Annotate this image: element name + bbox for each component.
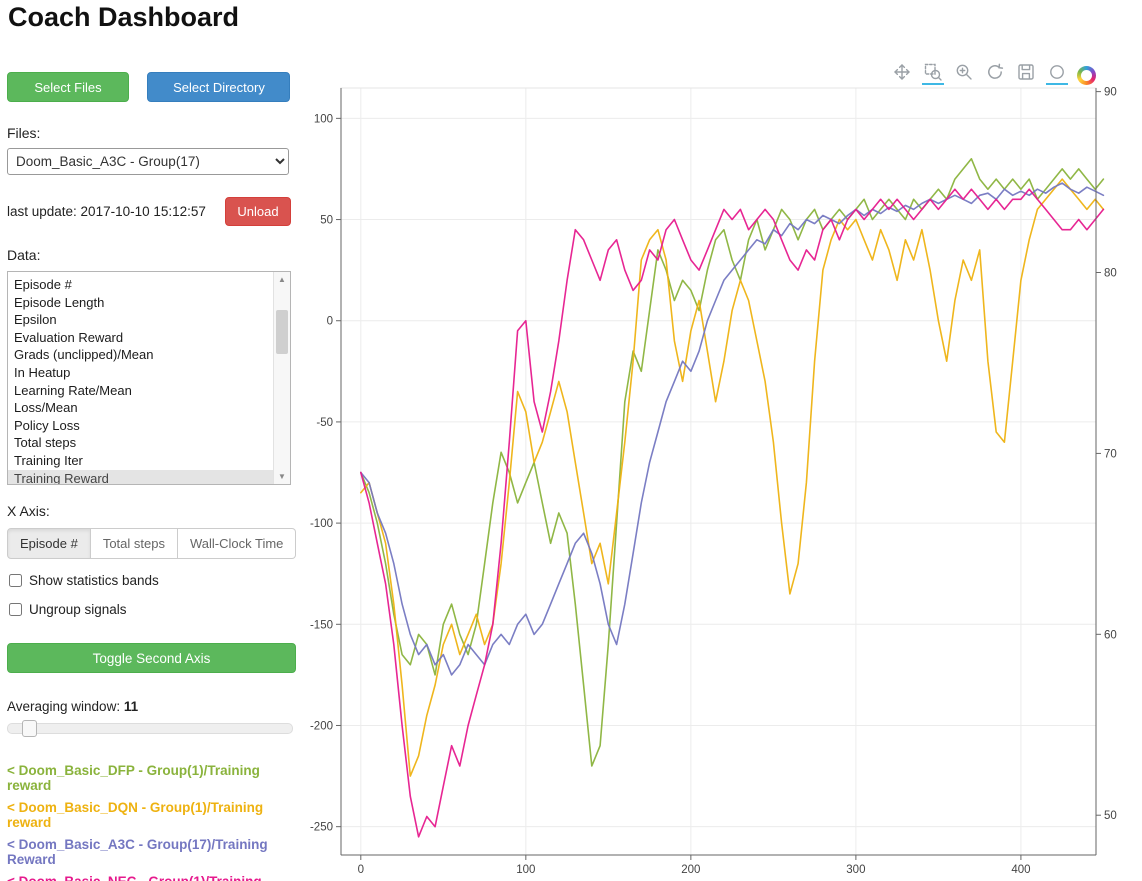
left-axis-tick-label: -100 (310, 518, 333, 530)
series-line-doom-basic-dqn-group-1 (360, 178, 1105, 777)
chart-legend: < Doom_Basic_DFP - Group(1)/Training rew… (7, 763, 299, 881)
unload-button[interactable]: Unload (225, 197, 291, 226)
averaging-slider-thumb[interactable] (22, 720, 37, 737)
hover-icon[interactable] (1046, 61, 1068, 85)
left-axis-tick-label: 0 (327, 316, 333, 328)
checkbox-row: Ungroup signals (7, 602, 299, 617)
bottom-axis-tick-label: 0 (358, 864, 364, 876)
averaging-window-label: Averaging window: (7, 699, 121, 714)
checkbox-row: Show statistics bands (7, 573, 299, 588)
pan-icon[interactable] (891, 61, 913, 85)
checkbox-ungroup-signals[interactable] (9, 603, 22, 616)
data-list-item[interactable]: Epsilon (14, 312, 57, 328)
chart-panel: 100 50 0 -50 -100 -150 -200 -250 90 80 70 60 50 0 100 2… (295, 55, 1142, 881)
file-buttons-row: Select Files Select Directory (7, 72, 299, 102)
checkbox-label: Show statistics bands (29, 573, 159, 588)
sidebar: Select Files Select Directory Files: Doo… (7, 72, 299, 881)
xaxis-label: X Axis: (7, 503, 50, 519)
select-directory-button[interactable]: Select Directory (147, 72, 291, 102)
data-list-item[interactable]: Learning Rate/Mean (14, 382, 132, 398)
last-update-text: last update: 2017-10-10 15:12:57 (7, 204, 206, 219)
left-axis-tick-label: -250 (310, 822, 333, 834)
averaging-slider[interactable] (7, 720, 293, 737)
reset-icon[interactable] (984, 61, 1006, 85)
legend-entry-doom-basic-dfp-group-1[interactable]: < Doom_Basic_DFP - Group(1)/Training rew… (7, 763, 260, 793)
checkbox-show-statistics-bands[interactable] (9, 574, 22, 587)
data-list-item[interactable]: Episode # (14, 277, 72, 292)
wheel-zoom-icon[interactable] (953, 61, 975, 85)
page-title: Coach Dashboard (8, 2, 240, 32)
data-list-item[interactable]: Episode Length (14, 294, 105, 310)
averaging-window-value: 11 (123, 699, 139, 714)
left-axis-tick-label: 50 (320, 215, 333, 227)
select-files-button[interactable]: Select Files (7, 72, 129, 102)
right-axis-tick-label: 60 (1104, 629, 1117, 641)
right-axis-tick-label: 80 (1104, 268, 1117, 280)
series-line-doom-basic-nec-group-1 (360, 188, 1105, 838)
data-list-item[interactable]: Grads (unclipped)/Mean (14, 347, 154, 363)
xaxis-option-episode[interactable]: Episode # (7, 528, 91, 559)
box-zoom-icon[interactable] (922, 61, 944, 85)
scroll-up-icon[interactable]: ▲ (278, 275, 286, 284)
legend-entry-doom-basic-a3c-group-17[interactable]: < Doom_Basic_A3C - Group(17)/Training Re… (7, 837, 268, 867)
data-list: Episode # Episode Length Epsilon Evaluation… (8, 276, 273, 484)
left-axis-tick-label: -50 (316, 417, 333, 429)
data-list-item[interactable]: Training Reward (8, 469, 273, 484)
data-label: Data: (7, 247, 41, 263)
data-list-item[interactable]: Loss/Mean (14, 400, 78, 416)
files-select[interactable]: Doom_Basic_A3C - Group(17) (7, 148, 289, 175)
right-axis-tick-label: 70 (1104, 448, 1117, 460)
xaxis-button-group: Episode # Total steps Wall-Clock Time (7, 528, 297, 559)
xaxis-option-total-steps[interactable]: Total steps (90, 528, 178, 559)
scroll-down-icon[interactable]: ▼ (278, 472, 286, 481)
series-line-doom-basic-a3c-group-17 (360, 182, 1105, 676)
scrollbar-thumb[interactable] (276, 310, 288, 354)
bottom-axis-tick-label: 400 (1011, 864, 1030, 876)
data-list-item[interactable]: In Heatup (14, 364, 71, 380)
bottom-axis-tick-label: 300 (846, 864, 865, 876)
averaging-window-row: Averaging window: 11 (7, 699, 299, 714)
legend-entry-doom-basic-nec-group-1[interactable]: < Doom_Basic_NEC - Group(1)/Training rew… (7, 874, 299, 881)
series-line-doom-basic-dfp-group-1 (360, 158, 1105, 767)
data-list-item[interactable]: Training Iter (14, 452, 83, 468)
toggle-second-axis-button[interactable]: Toggle Second Axis (7, 643, 296, 673)
data-list-item[interactable]: Total steps (14, 435, 77, 451)
right-axis-tick-label: 90 (1104, 87, 1117, 99)
legend-entry-doom-basic-dqn-group-1[interactable]: < Doom_Basic_DQN - Group(1)/Training rew… (7, 800, 264, 830)
data-list-scrollbar[interactable]: ▲ ▼ (273, 272, 290, 484)
xaxis-option-wall-clock-time[interactable]: Wall-Clock Time (177, 528, 297, 559)
save-icon[interactable] (1015, 61, 1037, 85)
left-axis-tick-label: -150 (310, 619, 333, 631)
files-label: Files: (7, 125, 41, 141)
bottom-axis-tick-label: 100 (516, 864, 535, 876)
data-list-item[interactable]: Evaluation Reward (14, 329, 124, 345)
data-listbox[interactable]: Episode # Episode Length Epsilon Evaluation… (7, 271, 291, 485)
right-axis-tick-label: 50 (1104, 810, 1117, 822)
left-axis-tick-label: -200 (310, 720, 333, 732)
bokeh-toolbar (891, 61, 1096, 85)
chart-plot-area[interactable]: 100 50 0 -50 -100 -150 -200 -250 90 80 70 60 50 0 100 2… (295, 83, 1142, 881)
left-axis-tick-label: 100 (314, 113, 333, 125)
data-list-item[interactable]: Policy Loss (14, 417, 80, 433)
checkbox-label: Ungroup signals (29, 602, 127, 617)
last-update-row: last update: 2017-10-10 15:12:57 Unload (7, 197, 291, 226)
bokeh-logo[interactable] (1077, 66, 1096, 85)
checkbox-group: Show statistics bands Ungroup signals (7, 573, 299, 617)
bottom-axis-tick-label: 200 (681, 864, 700, 876)
